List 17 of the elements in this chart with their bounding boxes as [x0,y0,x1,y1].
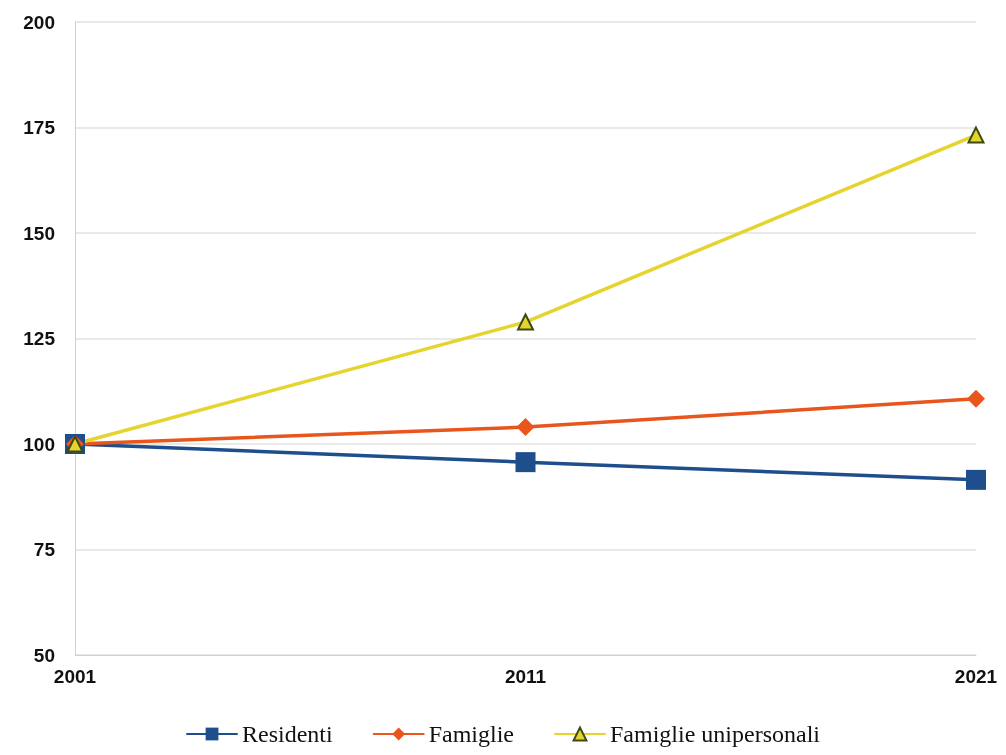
y-tick-label: 200 [23,11,55,33]
legend-label: Residenti [242,721,334,747]
y-tick-label: 100 [23,433,55,455]
point [966,469,986,490]
point [516,418,535,437]
y-tick-label: 50 [33,644,55,666]
y-tick-label: 150 [23,222,55,244]
y-tick-label: 125 [23,328,56,349]
y-tick-label: 75 [33,539,56,560]
point [967,389,985,408]
y-tick-label: 175 [23,117,56,138]
point [515,452,536,473]
x-tick-label: 2001 [53,666,97,687]
x-tick-label: 2011 [504,666,547,687]
legend-label: Famiglie [428,721,515,747]
legend-label: Famiglie unipersonali [610,721,821,747]
x-tick-label: 2021 [954,666,998,687]
